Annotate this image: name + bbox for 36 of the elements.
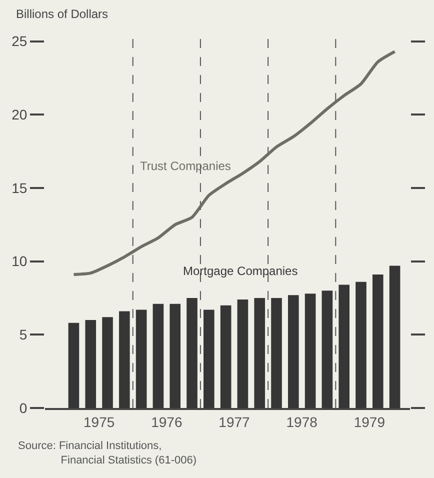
bar (322, 290, 333, 408)
bar (136, 310, 147, 408)
bar (85, 320, 96, 408)
bar (372, 274, 384, 408)
bar (152, 304, 164, 408)
series-label: Mortgage Companies (183, 264, 298, 278)
bar (254, 298, 266, 408)
series-label: Trust Companies (140, 159, 231, 173)
source-note: Source: Financial Institutions, Financial Statistics (61-006) (18, 440, 197, 466)
x-tick-label: 1978 (286, 414, 318, 430)
bar (119, 311, 130, 408)
bar (288, 295, 299, 408)
bar (68, 322, 80, 408)
bar (271, 298, 282, 408)
y-axis-title: Billions of Dollars (16, 7, 108, 21)
bar (102, 317, 113, 408)
x-tick-label: 1977 (218, 414, 250, 430)
line-series (72, 50, 396, 276)
y-tick-label: 10 (12, 253, 28, 270)
bar (186, 298, 198, 408)
bar (204, 310, 214, 408)
x-tick-label: 1976 (151, 414, 182, 430)
y-tick-label: 5 (19, 326, 28, 343)
bar (304, 294, 316, 408)
bar (170, 304, 181, 408)
bar (356, 282, 366, 408)
x-tick-label: 1979 (354, 414, 386, 430)
bar (237, 299, 248, 408)
bar (389, 266, 400, 408)
bar (220, 305, 232, 408)
x-tick-label: 1975 (83, 414, 115, 430)
bar (338, 284, 350, 408)
y-tick-label: 15 (12, 180, 28, 196)
y-tick-label: 0 (19, 400, 28, 416)
y-tick-label: 20 (12, 106, 28, 123)
y-tick-label: 25 (12, 33, 28, 50)
